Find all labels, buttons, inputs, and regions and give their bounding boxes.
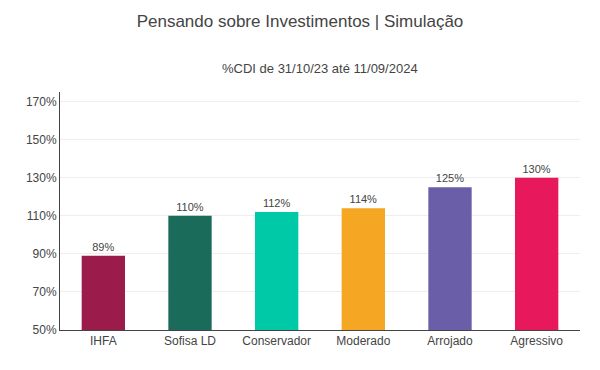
svg-text:110%: 110% [176,201,204,213]
svg-text:90%: 90% [33,247,57,261]
svg-text:70%: 70% [33,285,57,299]
svg-text:Moderado: Moderado [336,334,390,348]
svg-text:89%: 89% [92,241,114,253]
svg-text:IHFA: IHFA [90,334,117,348]
svg-text:130%: 130% [522,163,550,175]
svg-text:110%: 110% [27,209,57,223]
svg-text:50%: 50% [33,323,57,337]
svg-text:Sofisa LD: Sofisa LD [164,334,216,348]
svg-text:112%: 112% [263,197,291,209]
svg-text:Agressivo: Agressivo [510,334,563,348]
svg-text:Arrojado: Arrojado [427,334,473,348]
svg-text:Pensando sobre Investimentos |: Pensando sobre Investimentos | Simulação [137,12,464,31]
svg-text:114%: 114% [350,193,378,205]
svg-text:150%: 150% [26,133,57,147]
svg-text:%CDI de 31/10/23 até 11/09/202: %CDI de 31/10/23 até 11/09/2024 [222,61,418,76]
svg-text:Conservador: Conservador [242,334,311,348]
svg-text:130%: 130% [26,171,57,185]
svg-text:170%: 170% [26,95,57,109]
svg-text:125%: 125% [436,172,464,184]
